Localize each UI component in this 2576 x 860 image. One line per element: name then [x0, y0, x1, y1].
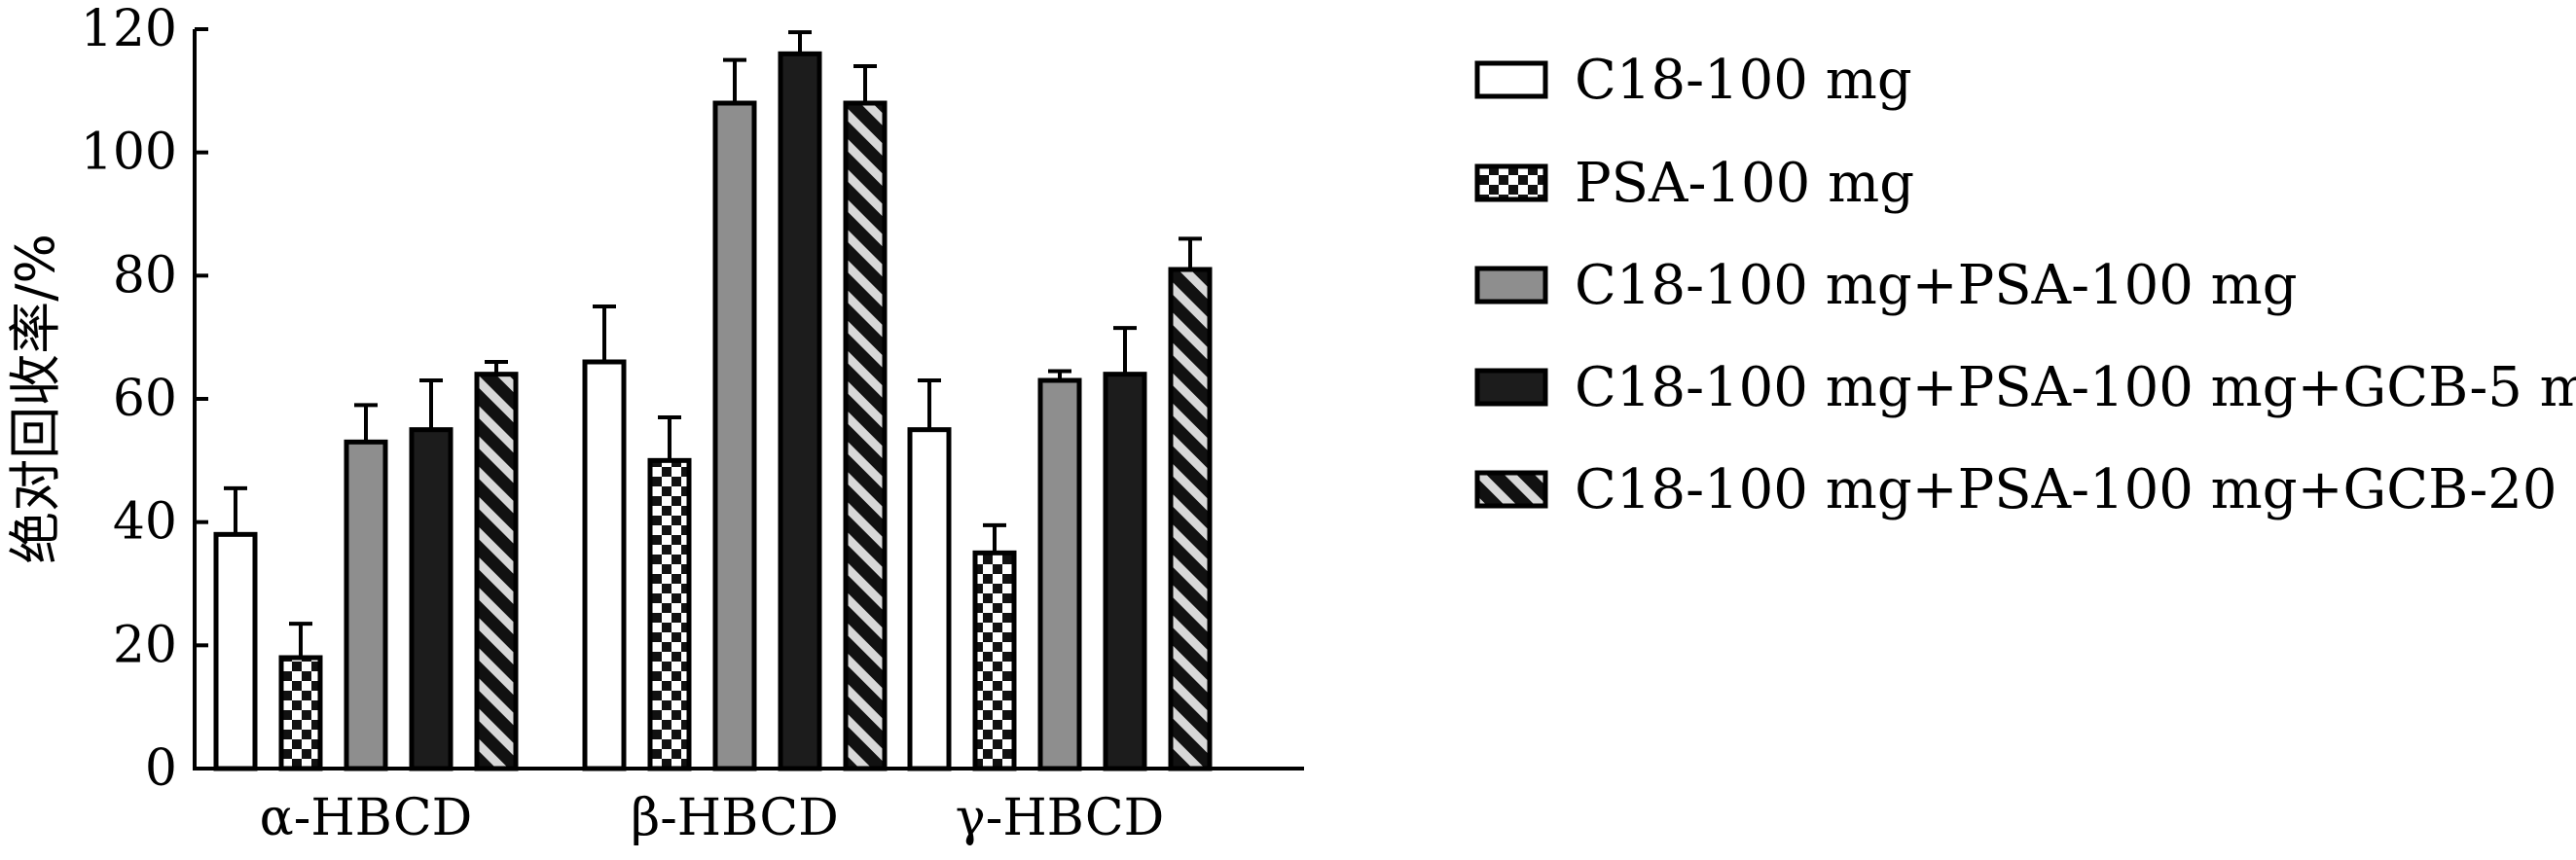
bar — [778, 51, 822, 771]
bar — [409, 427, 454, 771]
legend-swatch — [1474, 470, 1548, 509]
y-ticks-layer: 0 20 40 60 80 100 120 — [81, 0, 208, 798]
x-tick-label: β-HBCD — [631, 789, 839, 847]
x-tick-labels-layer: α-HBCD β-HBCD γ-HBCD — [260, 789, 1165, 847]
bar — [344, 439, 388, 771]
legend-swatch — [1474, 266, 1548, 305]
bar — [1103, 372, 1147, 771]
bar — [474, 372, 519, 771]
x-tick-label: γ-HBCD — [956, 789, 1165, 847]
bar — [278, 655, 323, 771]
legend-label: PSA-100 mg — [1575, 152, 1914, 215]
y-tick-label: 20 — [113, 616, 177, 674]
bar — [213, 531, 258, 771]
y-tick-label: 40 — [113, 493, 177, 552]
legend-swatch — [1474, 163, 1548, 202]
bar — [843, 100, 888, 771]
y-axis-label: 绝对回收率/% — [5, 233, 66, 564]
bar — [582, 359, 627, 771]
legend-label: C18-100 mg+PSA-100 mg+GCB-20 mg — [1575, 458, 2576, 521]
error-bars-layer — [224, 30, 1202, 658]
bar — [972, 550, 1017, 771]
bar — [907, 427, 952, 771]
legend: C18-100 mg PSA-100 mg C18-100 mg+PSA-100 m… — [1474, 49, 2576, 521]
legend-label: C18-100 mg+PSA-100 mg+GCB-5 mg — [1575, 356, 2576, 419]
y-tick-label: 60 — [113, 370, 177, 428]
y-tick-label: 80 — [113, 246, 177, 305]
bar — [1168, 267, 1213, 771]
legend-swatch — [1474, 368, 1548, 407]
y-tick-label: 0 — [145, 739, 177, 798]
y-tick-label: 100 — [81, 124, 177, 182]
legend-label: C18-100 mg — [1575, 49, 1912, 112]
x-tick-label: α-HBCD — [260, 789, 473, 847]
bar — [1037, 377, 1082, 771]
legend-label: C18-100 mg+PSA-100 mg — [1575, 254, 2298, 317]
bar — [647, 457, 692, 771]
bar — [712, 100, 757, 771]
y-tick-label: 120 — [81, 0, 177, 58]
legend-swatch — [1474, 60, 1548, 99]
